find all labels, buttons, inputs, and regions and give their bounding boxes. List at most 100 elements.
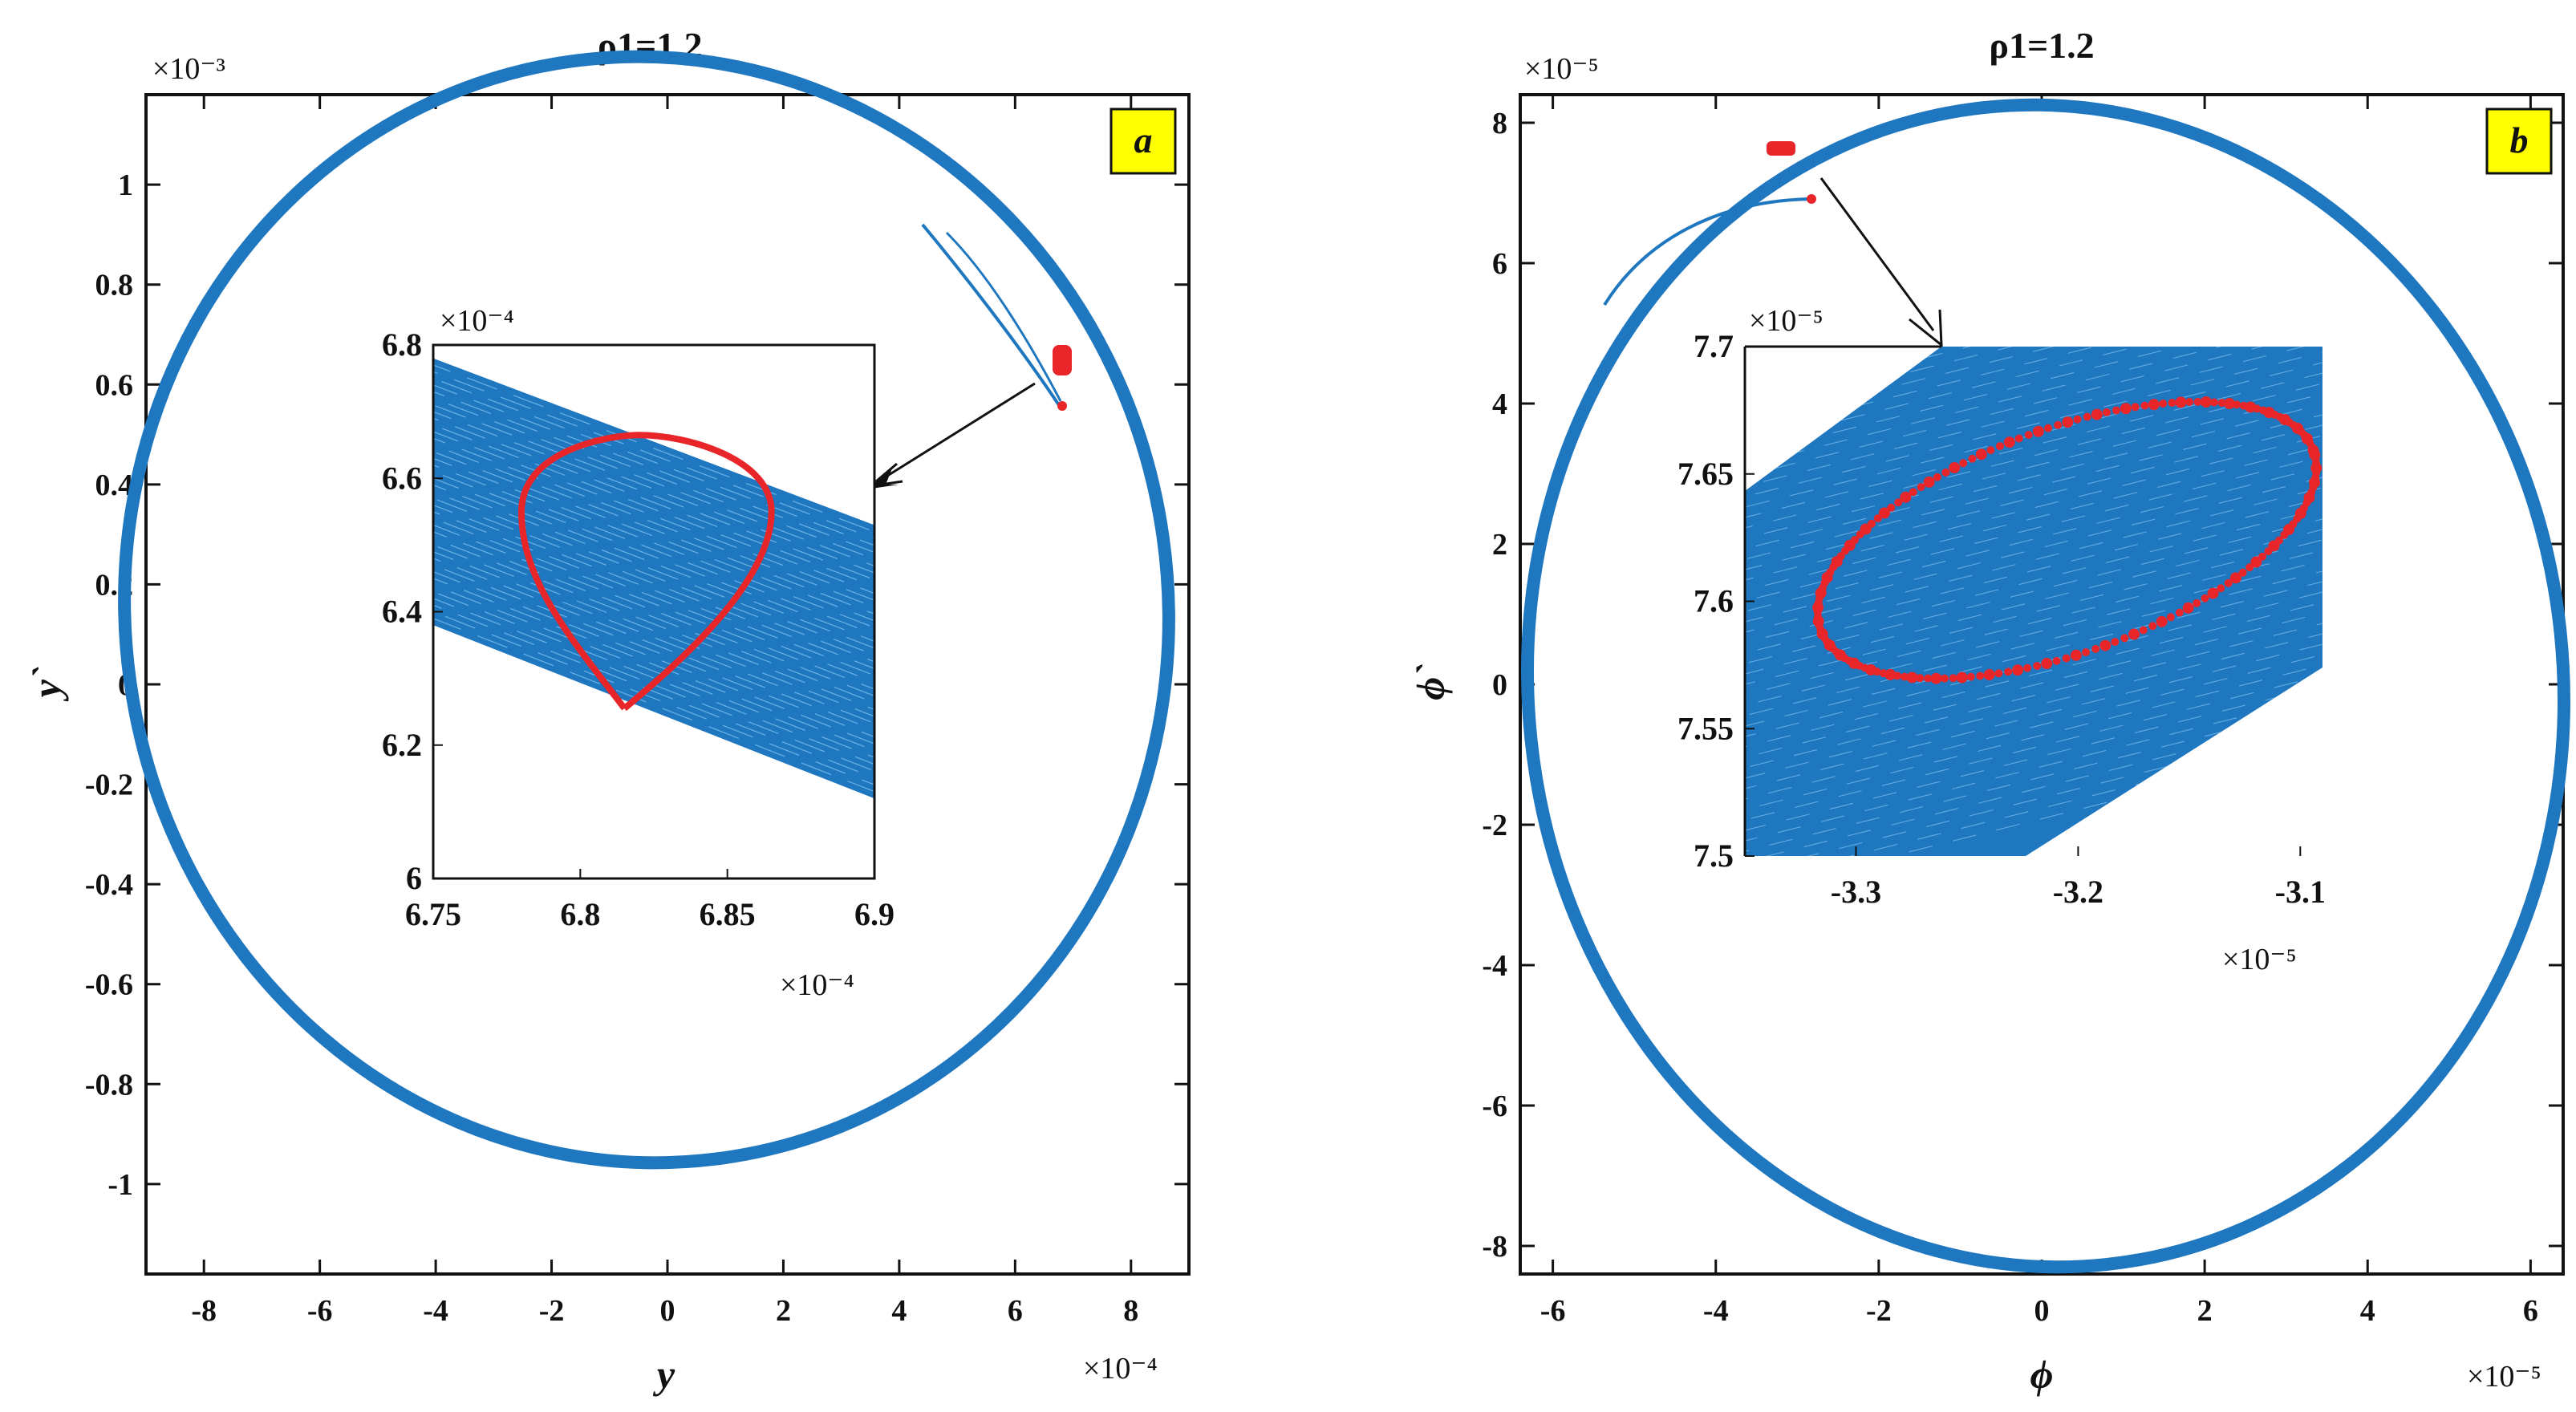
poincare-point (2082, 647, 2091, 656)
y-tick-label: -0.8 (85, 1068, 133, 1102)
inset-y-tick-label: 6.4 (382, 594, 422, 630)
band-texture-line (1745, 612, 2322, 758)
panel-b-tag-box (2485, 108, 2553, 175)
band-texture-line (1745, 435, 2322, 581)
inset-y-tick-label: 6.6 (382, 460, 422, 496)
poincare-point (2111, 638, 2120, 647)
poincare-point (1959, 459, 1968, 468)
poincare-point (2012, 664, 2024, 676)
band-texture-line (432, 504, 875, 676)
panel-a-tag: a (1134, 120, 1153, 160)
y-tick-label: 4 (1492, 387, 1507, 421)
panel-a-limit-cycle (118, 50, 1175, 1170)
poincare-point (2217, 584, 2225, 593)
poincare-point (2131, 403, 2140, 412)
inset-y-tick-label: 7.7 (1694, 328, 1734, 364)
poincare-point (1873, 514, 1882, 523)
band-texture-line (432, 411, 875, 581)
y-tick-label: 0.6 (95, 368, 134, 402)
band-texture-line (432, 471, 875, 642)
poincare-point (2309, 448, 2321, 461)
band-texture-line (432, 457, 875, 628)
panel-a-inset-poincare-loop (517, 432, 775, 712)
band-texture-line (432, 511, 875, 683)
poincare-point (2224, 578, 2233, 587)
y-tick-label: -0.6 (85, 968, 133, 1002)
panel-b-tag: b (2510, 120, 2529, 160)
poincare-point (2052, 656, 2061, 665)
poincare-point (1900, 491, 1912, 503)
y-tick-label: -8 (1482, 1230, 1507, 1264)
inset-x-tick-label: -3.1 (2275, 874, 2326, 910)
band-texture-line (1745, 477, 2322, 623)
band-texture-line (432, 378, 875, 546)
band-texture-line (1745, 347, 2322, 477)
band-texture-line (432, 544, 875, 717)
poincare-point (2166, 613, 2175, 622)
band-texture-line (1745, 456, 2322, 602)
band-texture-line (1745, 497, 2322, 643)
poincare-point (2148, 622, 2157, 631)
panel-b-y-label: ϕ` (1408, 663, 1453, 700)
panel-a-y-label: y` (24, 667, 69, 702)
poincare-point (2185, 398, 2194, 407)
panel-a-inset-y-ticks: 6 6.2 6.4 6.6 6.8 (382, 327, 443, 896)
band-texture-line (1745, 487, 2322, 633)
y-tick-label: 8 (1492, 107, 1507, 140)
panel-b-inset-y-ticks: 7.5 7.55 7.6 7.65 7.7 (1677, 328, 1755, 874)
poincare-point (2033, 661, 2042, 670)
band-texture-line (1745, 466, 2322, 612)
poincare-point (2239, 401, 2248, 410)
band-texture-line (1745, 664, 2322, 810)
x-tick-label: -4 (1703, 1294, 1729, 1328)
inset-y-tick-label: 7.5 (1694, 838, 1734, 874)
poincare-point (1878, 507, 1890, 519)
poincare-point (2224, 398, 2235, 410)
panel-b-zoom-arrowhead (1909, 309, 1943, 348)
panel-b-zoom-arrow (1819, 177, 1935, 331)
poincare-point (2112, 406, 2120, 415)
band-texture-line (432, 538, 875, 711)
poincare-point (2032, 425, 2044, 437)
panel-a-x-ticks: -8 -6 -4 -2 0 2 4 6 8 (191, 95, 1138, 1328)
panel-a-y-multiplier: ×10⁻³ (152, 52, 225, 86)
band-texture-line (1745, 654, 2322, 800)
band-texture-line (1745, 347, 2322, 456)
poincare-point (1872, 667, 1881, 676)
poincare-point (2175, 396, 2187, 408)
poincare-point (1892, 672, 1901, 680)
band-texture-line (432, 437, 875, 608)
poincare-point (1906, 672, 1918, 684)
band-texture-line (1745, 347, 2322, 487)
poincare-point (2238, 568, 2247, 577)
band-texture-line (432, 404, 875, 574)
inset-y-tick-label: 7.6 (1694, 583, 1734, 619)
panel-b-transient-trajectory (1603, 197, 1812, 306)
y-tick-label: 0.8 (95, 269, 134, 302)
band-texture-line (432, 491, 875, 663)
band-texture-line (1745, 570, 2322, 716)
poincare-point (1884, 668, 1897, 680)
poincare-point (2148, 399, 2160, 411)
band-texture-line (432, 524, 875, 697)
y-tick-label: 2 (1492, 528, 1507, 562)
band-texture-line (1745, 623, 2322, 769)
poincare-point (2217, 399, 2226, 408)
poincare-point (1949, 461, 1961, 473)
x-tick-label: -2 (539, 1294, 565, 1328)
poincare-point (1940, 674, 1949, 683)
band-texture-line (432, 551, 875, 724)
poincare-point (2091, 644, 2100, 653)
band-texture-line (432, 584, 875, 758)
panel-b-title: ρ1=1.2 (1989, 25, 2094, 66)
poincare-point (2159, 399, 2168, 408)
poincare-point (2014, 434, 2023, 443)
panel-a-x-multiplier: ×10⁻⁴ (1083, 1352, 1158, 1386)
band-texture-line (1745, 591, 2322, 737)
band-texture-line (432, 417, 875, 587)
poincare-point (2209, 398, 2218, 407)
x-tick-label: 2 (2197, 1294, 2213, 1328)
band-texture-line (432, 517, 875, 690)
poincare-point (2140, 401, 2149, 410)
